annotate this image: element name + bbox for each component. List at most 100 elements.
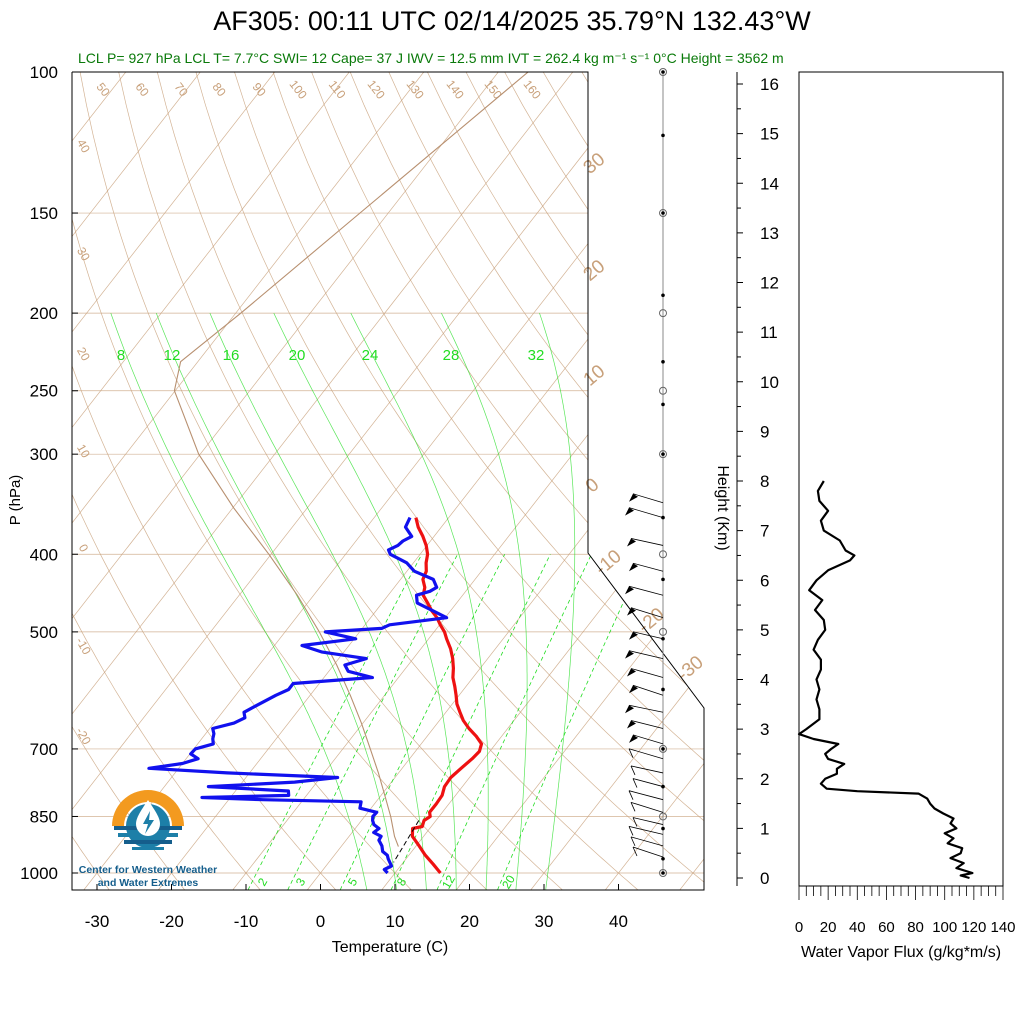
height-tick-label: 0 — [760, 869, 769, 888]
calm-wind-circle — [659, 386, 667, 395]
dry-adiabat-line — [195, 72, 704, 890]
isotherm-label-right: -30 — [673, 652, 708, 686]
mixing-ratio-label: 12 — [439, 872, 458, 891]
isotherm-line — [754, 72, 1024, 890]
x-tick-label: 40 — [609, 912, 628, 931]
dry-adiabat-label: 50 — [94, 80, 113, 99]
y-tick-label: 700 — [30, 740, 58, 759]
height-tick-label: 3 — [760, 720, 769, 739]
y-tick-label: 300 — [30, 445, 58, 464]
mixing-ratio-line — [339, 554, 506, 890]
wind-barb-feather — [628, 748, 634, 758]
wind-barb — [628, 826, 664, 835]
y-tick-label: 150 — [30, 204, 58, 223]
wind-barb-feather — [630, 836, 636, 847]
dry-adiabat-line — [658, 72, 704, 890]
dry-adiabat-line — [118, 72, 639, 890]
dry-adiabat-label: 150 — [481, 77, 505, 102]
wind-barb-flag — [625, 507, 634, 516]
dry-adiabat-line — [72, 72, 412, 890]
dry-adiabat-label: 160 — [520, 77, 544, 102]
wind-level-marker — [661, 826, 665, 831]
wind-level-marker — [661, 359, 665, 364]
x-tick-label: -30 — [85, 912, 110, 931]
moist-adiabat-line — [350, 312, 489, 890]
dry-adiabat-line — [620, 72, 704, 890]
x-tick-label: 0 — [316, 912, 325, 931]
wind-level-marker — [661, 133, 665, 138]
isotherm-label-left: 10 — [74, 442, 93, 461]
wind-barb — [632, 778, 664, 787]
calm-wind-circle — [659, 550, 667, 559]
moist-adiabat-label: 20 — [289, 347, 306, 364]
height-tick-label: 12 — [760, 274, 779, 293]
calm-wind-circle — [659, 812, 667, 821]
calm-wind-circle — [659, 450, 667, 459]
isotherm-label-right: 0 — [582, 474, 604, 497]
wind-barb-feather — [628, 790, 634, 800]
wind-barb-feather — [628, 826, 634, 836]
wind-barb-flag — [627, 538, 636, 547]
wind-barb — [632, 631, 664, 640]
isotherm-line — [455, 72, 704, 890]
height-tick-label: 13 — [760, 224, 779, 243]
isotherm-line — [72, 72, 574, 890]
dry-adiabat-line — [697, 72, 704, 890]
wind-barb-flag — [625, 705, 634, 714]
dry-adiabat-line — [72, 72, 261, 890]
mixing-ratio-label: 5 — [345, 875, 361, 888]
moist-adiabat-label: 12 — [164, 347, 181, 364]
calm-wind-circle — [659, 209, 667, 218]
mixing-ratio-line — [436, 554, 592, 890]
y-tick-label: 850 — [30, 807, 58, 826]
dry-adiabat-label: 80 — [210, 80, 229, 99]
mixing-ratio-line — [247, 554, 423, 890]
dry-adiabat-label: 130 — [403, 77, 427, 102]
wind-level-marker — [661, 871, 665, 875]
height-tick-label: 15 — [760, 125, 779, 144]
wind-barb-flag — [627, 607, 636, 616]
wind-level-marker — [661, 452, 665, 456]
dry-adiabat-label: 120 — [364, 77, 388, 102]
height-tick-label: 14 — [760, 174, 779, 193]
skewt-series — [147, 72, 529, 875]
y-tick-label: 1000 — [20, 864, 58, 883]
mixing-ratio-line — [390, 554, 551, 890]
dry-adiabat-line — [72, 72, 488, 890]
wind-barb — [632, 562, 664, 572]
wind-barb — [630, 607, 664, 619]
wind-level-marker — [661, 687, 665, 692]
wind-level-marker — [661, 211, 665, 215]
wind-barb — [632, 817, 664, 825]
mixing-ratio-line — [287, 554, 458, 890]
wind-level-marker — [661, 577, 665, 582]
flux-x-tick-label: 100 — [932, 919, 957, 936]
flux-x-tick-label: 60 — [878, 919, 895, 936]
dry-adiabat-line — [736, 72, 1024, 890]
isotherm-line — [72, 72, 350, 890]
wind-barb — [628, 790, 664, 801]
height-tick-label: 2 — [760, 770, 769, 789]
x-tick-label: 10 — [386, 912, 405, 931]
logo-text-line1: Center for Western Weather — [78, 864, 218, 876]
moist-adiabat-line — [539, 312, 576, 890]
flux-x-tick-label: 40 — [849, 919, 866, 936]
moist-adiabat-label: 16 — [223, 347, 240, 364]
dewpoint-line — [147, 516, 449, 875]
calm-wind-circle — [659, 309, 667, 318]
skewt-grid — [72, 72, 1024, 890]
chart-title: AF305: 00:11 UTC 02/14/2025 35.79°N 132.… — [213, 6, 811, 36]
flux-x-tick-label: 20 — [820, 919, 837, 936]
height-tick-label: 4 — [760, 671, 769, 690]
wind-barb — [632, 684, 664, 696]
dry-adiabat-line — [72, 72, 337, 890]
wind-barb-flag — [625, 586, 634, 595]
temperature-line — [410, 517, 484, 875]
height-tick-label: 1 — [760, 819, 769, 838]
x-tick-label: -10 — [234, 912, 259, 931]
lcl-dashed-line — [393, 820, 420, 863]
dry-adiabat-label: 140 — [443, 77, 467, 102]
isotherm-line — [604, 72, 704, 890]
wind-barb-flag — [629, 493, 638, 502]
